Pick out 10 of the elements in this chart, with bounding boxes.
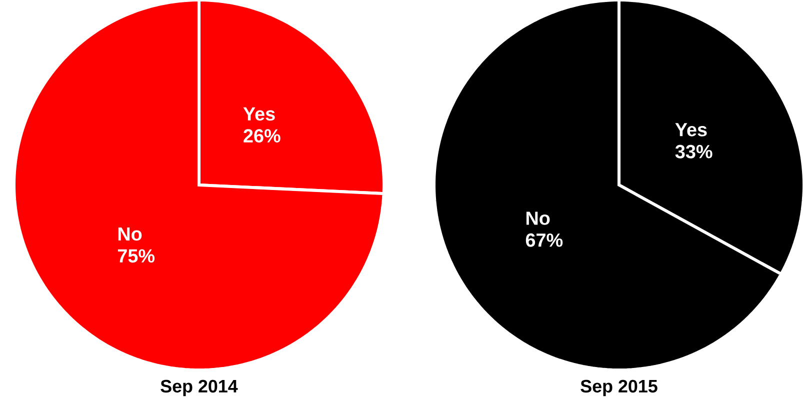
data-label: 67% — [526, 233, 563, 247]
slice-label: Yes — [675, 123, 707, 136]
text: Sep 2014 — [160, 380, 238, 396]
slice-label: Yes — [243, 107, 275, 121]
data-label: 26% — [244, 129, 280, 143]
data-label: 33% — [675, 144, 712, 158]
slice-label: No — [526, 212, 550, 225]
slice-label: No — [118, 227, 142, 241]
data-label: 75% — [118, 249, 155, 263]
text: Sep 2015 — [580, 380, 658, 396]
